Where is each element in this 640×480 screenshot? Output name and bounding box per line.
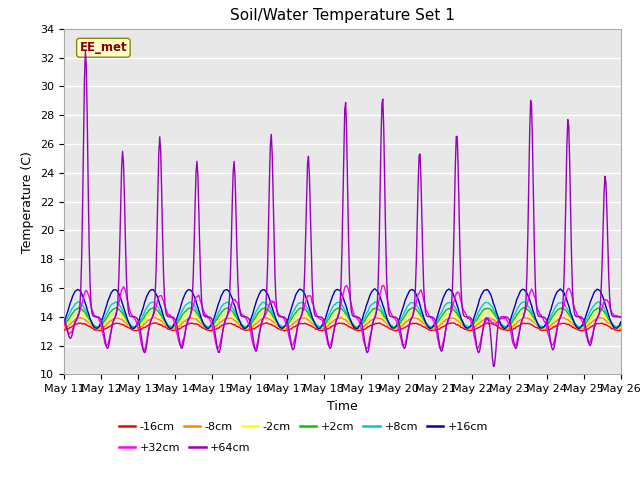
Title: Soil/Water Temperature Set 1: Soil/Water Temperature Set 1 [230,9,455,24]
Legend: +32cm, +64cm: +32cm, +64cm [114,438,255,457]
X-axis label: Time: Time [327,400,358,413]
Text: EE_met: EE_met [79,41,127,54]
Y-axis label: Temperature (C): Temperature (C) [22,151,35,252]
